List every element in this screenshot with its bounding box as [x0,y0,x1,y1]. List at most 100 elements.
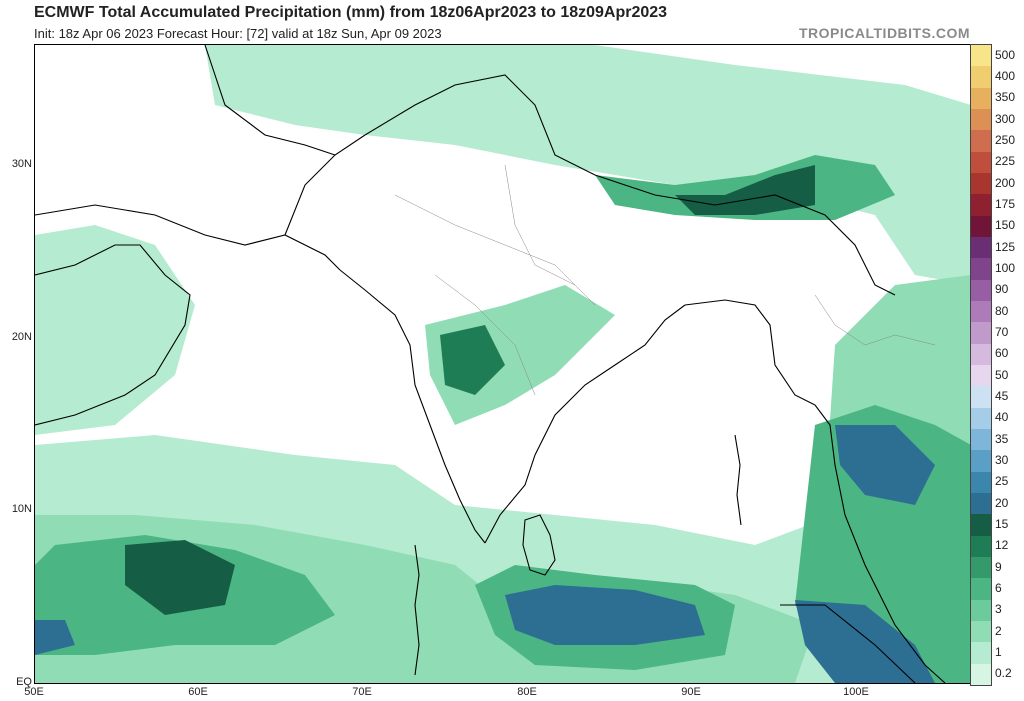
border-pakistan [284,134,366,236]
colorbar-segment [971,45,991,67]
lat-label-eq: EQ [16,676,32,688]
state-line-2 [434,274,536,396]
lat-label-10n: 10N [11,503,32,515]
colorbar-segment [971,322,991,344]
colorbar-segment [971,258,991,280]
colorbar-segment [971,471,991,493]
colorbar-label: 150 [995,218,1016,233]
colorbar-label: 40 [995,410,1009,425]
coast-india-east [484,304,686,544]
precip-west-arabian [35,225,195,435]
colorbar-label: 6 [995,581,1002,595]
coast-sri-lanka [522,514,556,576]
colorbar-label: 50 [995,367,1009,382]
lon-label-50e: 50E [24,686,44,698]
map-title: ECMWF Total Accumulated Precipitation (m… [34,4,668,21]
coast-india-west [339,269,486,544]
colorbar-segment [971,450,991,472]
coast-iran [35,204,341,271]
colorbar-label: 12 [995,538,1009,553]
colorbar-segment [971,535,991,557]
precip-north [205,45,971,285]
colorbar-segment [971,557,991,579]
colorbar-label: 0.2 [995,666,1012,681]
colorbar-segment [971,151,991,173]
precip-shading [35,45,971,683]
precip-core-myanmar [835,425,935,505]
coast-andaman [734,434,742,526]
map-subtitle: Init: 18z Apr 06 2023 Forecast Hour: [72… [34,26,442,41]
precip-core-ghats [440,325,505,395]
colorbar-label: 125 [995,239,1016,254]
colorbar-label: 20 [995,495,1009,510]
colorbar-label: 25 [995,474,1009,489]
coastlines [35,45,946,683]
precip-core-far-west [35,620,75,655]
colorbar-segment [971,173,991,195]
precip-core-southeast [795,600,935,683]
coast-maldives [414,544,420,676]
colorbar-segment [971,621,991,643]
colorbar-segment [971,407,991,429]
colorbar-segment [971,365,991,387]
colorbar-label: 35 [995,431,1009,446]
state-line-3 [504,164,576,286]
colorbar-segment [971,386,991,408]
colorbar-label: 60 [995,346,1009,361]
colorbar-label: 15 [995,517,1009,531]
lon-label-100e: 100E [843,686,869,698]
colorbar-segment [971,301,991,323]
colorbar-label: 9 [995,559,1002,574]
brand-watermark: TROPICALTIDBITS.COM [798,25,970,41]
lat-label-20n: 20N [11,331,32,343]
colorbar-label: 3 [995,602,1002,617]
colorbar-segment [971,642,991,664]
colorbar [970,44,992,686]
colorbar-segment [971,194,991,216]
precip-core-himalaya [675,165,815,215]
colorbar-segment [971,514,991,536]
colorbar-label: 30 [995,453,1009,467]
state-line-1 [394,194,596,306]
colorbar-label: 80 [995,303,1009,318]
colorbar-label: 100 [995,261,1016,275]
colorbar-segment [971,599,991,621]
colorbar-segment [971,109,991,131]
precip-core-west [125,540,235,615]
colorbar-label: 400 [995,69,1016,83]
colorbar-segment [971,237,991,259]
lon-label-80e: 80E [517,686,537,698]
coast-myanmar [814,404,946,683]
colorbar-segment [971,429,991,451]
colorbar-label: 250 [995,133,1016,147]
colorbar-segment [971,215,991,237]
lon-label-70e: 70E [352,686,372,698]
lon-label-60e: 60E [188,686,208,698]
colorbar-label: 90 [995,282,1009,297]
colorbar-label: 70 [995,325,1009,339]
lat-label-30n: 30N [11,158,32,170]
map-canvas [35,45,971,683]
colorbar-label: 1 [995,645,1002,659]
colorbar-label: 300 [995,111,1016,126]
state-line-4 [814,294,936,346]
colorbar-segment [971,663,991,685]
colorbar-label: 2 [995,623,1002,638]
colorbar-label: 45 [995,389,1009,403]
coast-bengal [684,299,816,406]
coast-arabia [35,244,191,426]
precip-core-bay [505,585,705,645]
border-west-afghan [204,45,336,156]
colorbar-segment [971,493,991,515]
colorbar-segment [971,130,991,152]
colorbar-segment [971,66,991,88]
colorbar-label: 500 [995,47,1016,62]
colorbar-label: 350 [995,90,1016,105]
colorbar-label: 225 [995,154,1016,169]
internal-borders [394,164,936,396]
lon-label-90e: 90E [681,686,701,698]
precipitation-map [34,44,972,684]
colorbar-segment [971,578,991,600]
colorbar-segment [971,343,991,365]
colorbar-segment [971,279,991,301]
